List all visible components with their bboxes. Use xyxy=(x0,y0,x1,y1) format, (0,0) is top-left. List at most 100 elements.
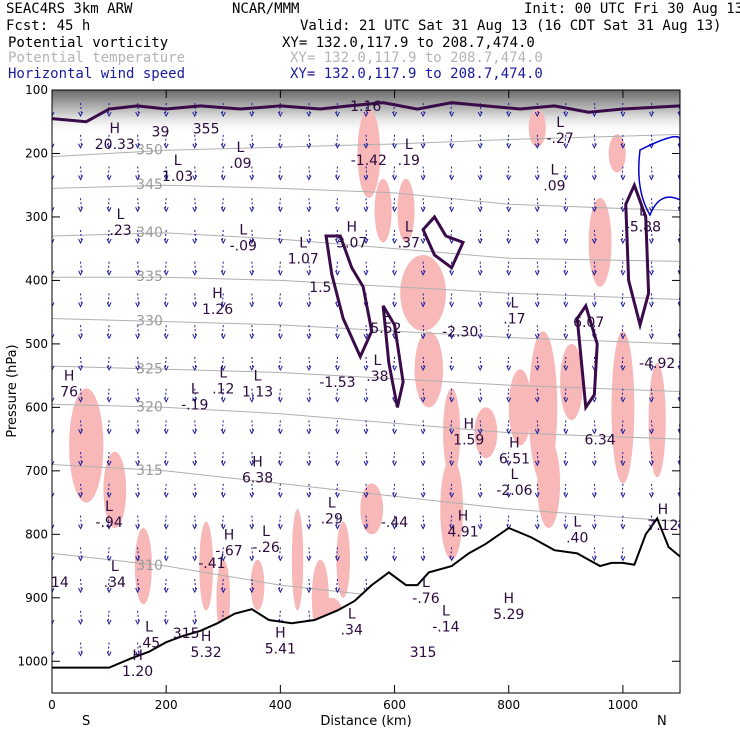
wind-speed-blob xyxy=(374,178,392,243)
wind-arrow-head xyxy=(449,556,455,562)
wind-arrow-head xyxy=(420,175,426,181)
wind-arrow-head xyxy=(220,460,226,467)
extremum-value: .17 xyxy=(503,312,525,328)
wind-arrow-head xyxy=(563,270,569,276)
wind-arrow-head xyxy=(220,238,226,245)
wind-speed-blob xyxy=(414,331,444,408)
extremum-value: 5.29 xyxy=(493,607,524,623)
extremum-value: .38 xyxy=(366,369,388,385)
pv-contour xyxy=(575,302,599,412)
wind-arrow-head xyxy=(135,556,141,562)
legend-theta-xy: XY= 132.0,117.9 to 208.7,474.0 xyxy=(290,50,543,66)
wind-arrow-head xyxy=(306,492,312,499)
wind-arrow-head xyxy=(135,143,141,149)
extremum-type: H xyxy=(64,369,75,385)
wind-arrow-head xyxy=(420,238,426,245)
wind-arrow-head xyxy=(477,143,483,149)
wind-arrow-head xyxy=(649,397,654,403)
wind-arrow-head xyxy=(363,492,369,499)
extremum-value: -4.92 xyxy=(639,356,675,372)
x-tick-label: 800 xyxy=(497,698,520,712)
extremum-value: .09 xyxy=(229,156,251,172)
wind-arrow-head xyxy=(477,302,483,308)
extremum-type: L xyxy=(556,115,564,131)
wind-arrow-head xyxy=(477,365,483,372)
wind-arrow-head xyxy=(620,270,626,276)
wind-arrow-head xyxy=(649,238,654,245)
legend-pv-xy: XY= 132.0,117.9 to 208.7,474.0 xyxy=(282,35,535,51)
extremum-type: H xyxy=(224,527,235,543)
wind-arrow-head xyxy=(620,397,626,403)
wind-arrow-head xyxy=(306,365,312,372)
extremum-value: 7.12 xyxy=(647,518,678,534)
wind-arrow-head xyxy=(563,238,569,245)
wind-arrow-head xyxy=(163,365,169,372)
wind-arrow-head xyxy=(306,207,312,213)
wind-arrow-head xyxy=(277,111,283,118)
wind-arrow-head xyxy=(306,333,312,340)
extremum-value: 20.33 xyxy=(95,137,135,153)
wind-arrow-head xyxy=(420,460,426,467)
axis-ticks: 0 200 400 600 800 1000 100 200 300 400 500 600 700 80… xyxy=(17,83,680,712)
theta-contour xyxy=(52,365,680,392)
wind-arrow-head xyxy=(506,143,512,149)
extremum-value: .37 xyxy=(398,236,420,252)
wind-arrow-head xyxy=(449,397,455,403)
wind-arrow-head xyxy=(392,492,397,499)
extremum-value: 5.52 xyxy=(370,321,401,337)
terrain xyxy=(52,516,680,693)
wind-arrow-head xyxy=(52,238,55,245)
extremum-type: L xyxy=(422,575,430,591)
wind-arrow-head xyxy=(277,460,283,467)
wind-arrow-head xyxy=(78,524,83,530)
y-tick-label: 900 xyxy=(25,591,48,605)
extremum-value: .14 xyxy=(47,575,69,591)
wind-arrow-head xyxy=(78,143,83,149)
wind-arrow-head xyxy=(106,460,112,467)
wind-arrow-head xyxy=(249,429,255,435)
wind-arrow-head xyxy=(249,207,255,213)
endpoint-north: N xyxy=(657,714,667,729)
wind-arrow-head xyxy=(620,365,626,372)
extremum-value: 4.91 xyxy=(447,524,478,540)
extremum-value: -.44 xyxy=(381,515,408,531)
extremum-type: H xyxy=(503,591,514,607)
wind-arrow-head xyxy=(620,175,626,181)
wind-arrow-head xyxy=(563,333,569,340)
wind-arrow-head xyxy=(220,587,226,594)
wind-arrow-head xyxy=(106,429,112,435)
wind-arrow-head xyxy=(192,143,198,149)
wind-arrow-head xyxy=(52,460,55,467)
extremum-value: 6.38 xyxy=(242,470,273,486)
wind-speed-blob xyxy=(588,197,612,287)
extremum-value: .19 xyxy=(398,153,420,169)
wind-arrow-head xyxy=(534,238,540,245)
extremum-type: L xyxy=(573,515,581,531)
extremum-value: .09 xyxy=(543,178,565,194)
wind-arrow-head xyxy=(135,365,141,372)
wind-speed-blob xyxy=(250,559,265,611)
wind-arrow-head xyxy=(335,524,340,530)
wind-speed-blob xyxy=(537,439,561,528)
wind-arrow-head xyxy=(106,175,112,181)
wind-arrow-head xyxy=(277,207,283,213)
wind-arrow-head xyxy=(249,365,255,372)
wind-arrow-head xyxy=(249,524,255,530)
wind-arrow-head xyxy=(220,397,226,403)
x-tick-label: 400 xyxy=(269,698,292,712)
pv-contours xyxy=(52,101,680,412)
wind-arrow-head xyxy=(106,302,112,308)
wind-arrow-head xyxy=(135,207,141,213)
valid-label: Valid: 21 UTC Sat 31 Aug 13 (16 CDT Sat … xyxy=(300,18,721,34)
wind-arrow-head xyxy=(449,492,455,499)
wind-arrow-head xyxy=(677,397,680,403)
extremum-type: H xyxy=(275,626,286,642)
wind-arrow-head xyxy=(335,270,340,276)
wind-arrow-head xyxy=(534,333,540,340)
wind-arrow-head xyxy=(620,143,626,149)
wind-arrow-head xyxy=(392,143,397,149)
wind-speed-blob xyxy=(357,109,381,198)
wind-arrow-head xyxy=(620,492,626,499)
theta-contour-label: 330 xyxy=(136,314,163,330)
wind-arrow-head xyxy=(420,111,426,118)
